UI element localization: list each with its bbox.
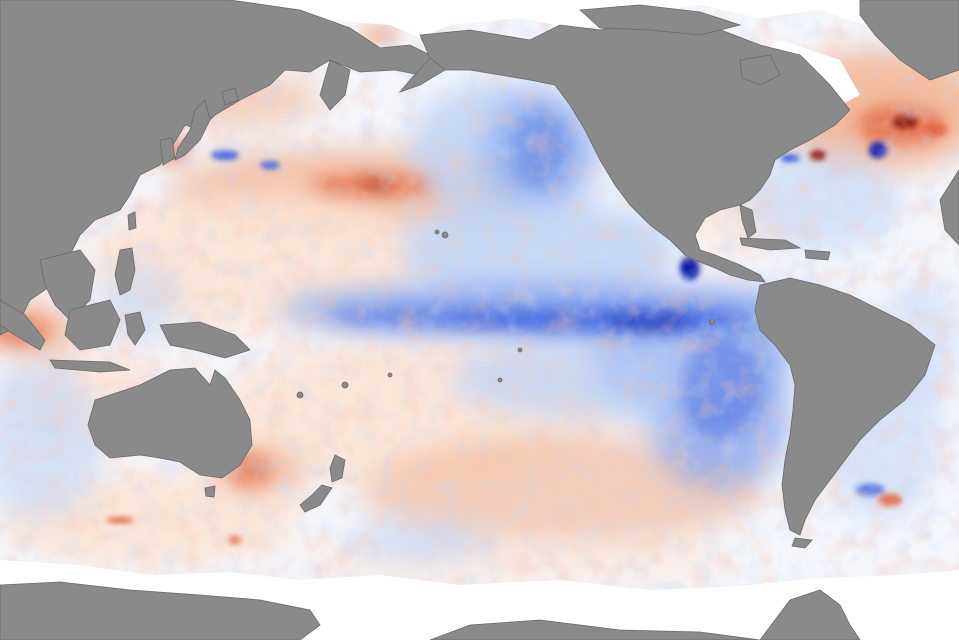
island-hudson-bay bbox=[739, 54, 781, 86]
continent-north-america bbox=[419, 19, 851, 283]
island-hawaii-2 bbox=[434, 229, 440, 235]
island-sumatra bbox=[0, 299, 46, 351]
island-tierra-del-fuego bbox=[791, 537, 813, 549]
island-japan bbox=[174, 99, 211, 161]
island-galapagos bbox=[709, 319, 715, 325]
island-borneo bbox=[64, 299, 121, 351]
island-hawaii bbox=[441, 231, 449, 239]
island-tahiti bbox=[497, 377, 503, 383]
island-new-zealand-south bbox=[299, 484, 333, 513]
continent-antarctica-east bbox=[429, 619, 761, 640]
island-tasmania bbox=[204, 485, 216, 498]
peninsula-kamchatka bbox=[319, 59, 351, 111]
continent-south-america bbox=[754, 277, 936, 536]
island-fiji bbox=[341, 381, 349, 389]
island-philippines bbox=[114, 247, 136, 296]
island-new-zealand-north bbox=[329, 454, 346, 483]
island-taiwan bbox=[127, 211, 137, 231]
continent-australia bbox=[87, 367, 253, 479]
continent-africa-edge bbox=[939, 169, 959, 246]
island-new-caledonia bbox=[296, 391, 304, 399]
islands-arctic-canada bbox=[579, 4, 742, 36]
peninsula-florida bbox=[739, 204, 757, 239]
island-sulawesi bbox=[124, 311, 146, 346]
continent-antarctica bbox=[0, 581, 321, 640]
island-hokkaido bbox=[221, 87, 239, 106]
island-new-guinea bbox=[159, 321, 251, 359]
island-marquesas bbox=[517, 347, 523, 353]
island-greenland bbox=[859, 0, 959, 81]
island-cuba bbox=[739, 237, 802, 251]
peninsula-korea bbox=[159, 137, 176, 166]
island-samoa bbox=[387, 372, 393, 378]
continent-antarctica-peninsula bbox=[759, 589, 861, 640]
island-hispaniola bbox=[804, 249, 831, 261]
island-java bbox=[49, 359, 131, 373]
peninsula-alaska bbox=[398, 57, 446, 93]
